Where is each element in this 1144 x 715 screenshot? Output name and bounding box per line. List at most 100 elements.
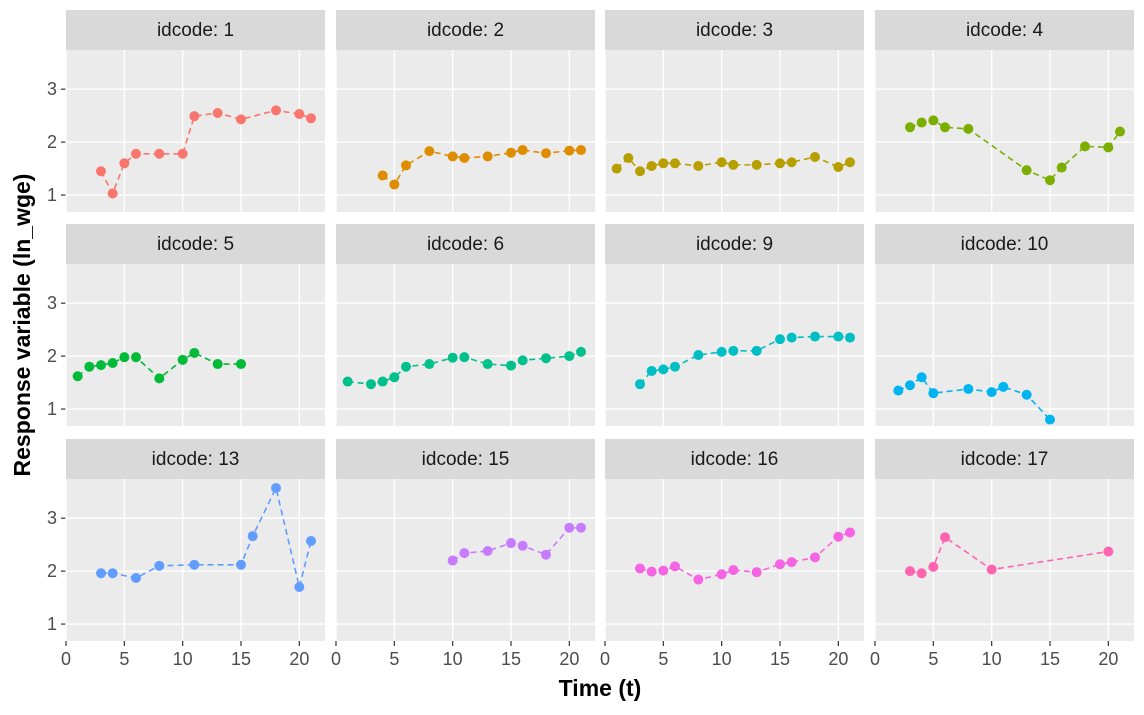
data-point — [611, 163, 622, 174]
x-tick-label: 10 — [982, 649, 1002, 669]
data-point — [928, 388, 939, 399]
data-point — [658, 565, 669, 576]
data-point — [635, 563, 645, 574]
panel-background — [875, 264, 1134, 426]
data-point — [119, 352, 130, 363]
x-tick-label: 0 — [61, 649, 71, 669]
x-tick-label: 15 — [231, 649, 251, 669]
y-tick-label: 3 — [47, 508, 57, 528]
data-point — [247, 531, 258, 542]
data-point — [189, 559, 200, 570]
data-point — [775, 559, 785, 570]
data-point — [775, 334, 785, 345]
data-point — [107, 188, 118, 199]
strip-label: idcode: 5 — [157, 234, 234, 255]
x-tick-label: 20 — [289, 649, 309, 669]
data-point — [905, 380, 915, 391]
data-point — [905, 566, 915, 577]
series-line — [616, 156, 851, 173]
data-point — [786, 332, 797, 343]
panel-background — [336, 264, 595, 426]
x-tick-label: 0 — [331, 649, 341, 669]
data-point — [1045, 175, 1055, 186]
data-point — [447, 352, 458, 363]
data-point — [96, 166, 106, 177]
data-point — [998, 381, 1009, 392]
data-point — [294, 109, 305, 120]
data-point — [377, 170, 388, 181]
data-point — [693, 350, 704, 361]
data-point — [928, 561, 939, 572]
y-tick-label: 3 — [47, 293, 57, 313]
data-point — [96, 360, 106, 371]
data-point — [576, 145, 586, 156]
data-point — [658, 364, 669, 375]
y-tick-label: 3 — [47, 79, 57, 99]
data-point — [963, 383, 974, 394]
data-point — [506, 538, 516, 549]
data-point — [389, 179, 400, 190]
data-point — [670, 561, 680, 572]
data-point — [541, 549, 551, 560]
data-point — [786, 557, 797, 568]
data-point — [1045, 414, 1055, 425]
data-point — [541, 148, 551, 159]
data-point — [1021, 165, 1032, 176]
data-point — [751, 159, 762, 170]
data-point — [905, 122, 915, 133]
panel-background — [875, 479, 1134, 641]
data-point — [212, 108, 223, 118]
series-line — [909, 536, 1109, 575]
data-point — [447, 151, 458, 162]
data-point — [1103, 546, 1114, 557]
data-point — [154, 148, 165, 159]
data-point — [401, 160, 411, 171]
data-point — [623, 153, 634, 163]
data-point — [517, 355, 528, 366]
data-point — [845, 332, 855, 343]
data-point — [377, 376, 388, 387]
data-point — [693, 160, 704, 171]
data-point — [177, 354, 188, 365]
strip-label: idcode: 17 — [961, 449, 1049, 470]
panel-background — [875, 50, 1134, 212]
series-line — [101, 485, 312, 588]
data-point — [482, 151, 493, 162]
x-tick-label: 10 — [712, 649, 732, 669]
data-point — [459, 352, 470, 363]
data-point — [786, 157, 797, 168]
data-point — [833, 162, 844, 172]
x-tick-label: 0 — [600, 649, 610, 669]
data-point — [1021, 389, 1032, 400]
x-tick-label: 5 — [928, 649, 938, 669]
data-point — [96, 568, 106, 579]
panel-background — [66, 264, 325, 426]
data-point — [775, 158, 785, 169]
data-point — [670, 361, 680, 372]
data-point — [845, 527, 855, 538]
data-point — [1115, 126, 1125, 137]
data-point — [517, 540, 528, 551]
data-point — [646, 160, 657, 171]
data-point — [963, 123, 974, 134]
panel-background — [336, 50, 595, 212]
data-point — [670, 158, 680, 169]
panel-background — [605, 264, 864, 426]
data-point — [635, 379, 645, 390]
y-tick-label: 2 — [47, 561, 57, 581]
data-point — [1056, 162, 1067, 173]
data-point — [810, 151, 820, 162]
data-point — [833, 331, 844, 342]
data-point — [366, 379, 376, 390]
data-point — [154, 373, 165, 384]
data-point — [564, 145, 575, 156]
strip-label: idcode: 2 — [427, 20, 504, 41]
y-tick-label: 1 — [47, 185, 57, 205]
data-point — [646, 365, 657, 376]
data-point — [576, 522, 586, 533]
data-point — [271, 483, 281, 493]
strip-label: idcode: 1 — [157, 20, 234, 41]
data-point — [306, 535, 316, 546]
data-point — [459, 153, 470, 163]
strip — [336, 224, 595, 264]
